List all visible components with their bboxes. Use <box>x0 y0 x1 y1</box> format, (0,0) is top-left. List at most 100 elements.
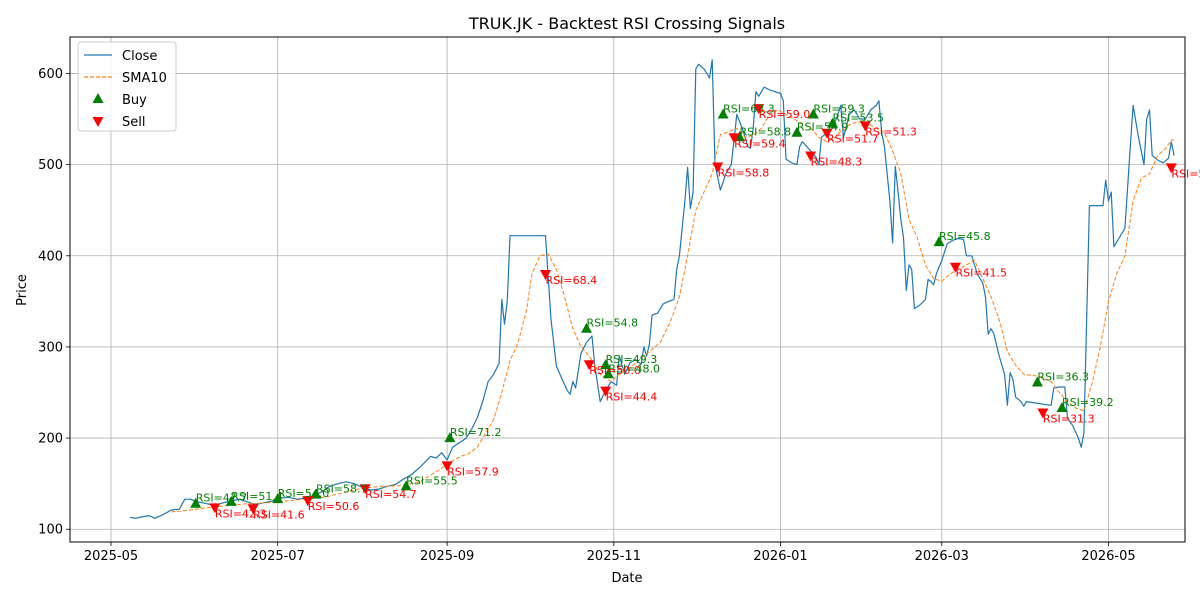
sell-rsi-label: RSI=41.6 <box>253 508 305 521</box>
sell-rsi-label: RSI=51.3 <box>865 125 917 138</box>
x-tick-label: 2026-05 <box>1081 549 1135 564</box>
y-axis-label: Price <box>15 274 30 306</box>
sell-rsi-label: RSI=54.7 <box>365 488 417 501</box>
buy-rsi-label: RSI=54.0 <box>278 487 330 500</box>
buy-rsi-label: RSI=47.7 <box>196 492 248 505</box>
buy-rsi-label: RSI=49.3 <box>606 353 658 366</box>
sell-rsi-label: RSI=57.3 <box>1171 167 1200 180</box>
sell-marker <box>1165 163 1177 174</box>
sell-rsi-label: RSI=50.6 <box>308 500 360 513</box>
x-axis-ticks: 2025-05 2025-07 2025-09 2025-11 2026-01 2026-… <box>84 542 1136 564</box>
buy-rsi-label: RSI=45.8 <box>939 230 991 243</box>
series-line-sma10 <box>171 109 1175 513</box>
legend-item-buy-swatch <box>92 93 104 103</box>
buy-marker <box>600 359 612 370</box>
series-line-close <box>130 59 1175 519</box>
y-tick-label: 300 <box>38 340 63 355</box>
sell-marker <box>805 151 817 162</box>
chart-title: TRUK.JK - Backtest RSI Crossing Signals <box>468 14 785 33</box>
sell-marker <box>712 162 724 173</box>
buy-rsi-label: RSI=48.0 <box>608 362 660 375</box>
grid-lines <box>70 37 1185 542</box>
buy-marker <box>1056 402 1068 413</box>
sell-rsi-label: RSI=58.8 <box>718 166 770 179</box>
sell-rsi-label: RSI=51.7 <box>827 133 879 146</box>
buy-marker <box>791 126 803 137</box>
sell-rsi-label: RSI=59.4 <box>734 137 786 150</box>
sell-rsi-label: RSI=57.9 <box>447 465 499 478</box>
buy-rsi-label: RSI=63.3 <box>723 102 775 115</box>
y-tick-label: 400 <box>38 249 63 264</box>
legend-item-close-label: Close <box>122 49 157 64</box>
sell-rsi-label: RSI=42.3 <box>215 507 267 520</box>
buy-rsi-label: RSI=71.2 <box>450 426 502 439</box>
buy-marker <box>933 236 945 247</box>
sell-rsi-label: RSI=48.3 <box>811 156 863 169</box>
series-layer <box>130 59 1175 519</box>
buy-marker <box>581 322 593 333</box>
y-tick-label: 200 <box>38 432 63 447</box>
sell-marker <box>540 270 552 281</box>
sell-marker <box>753 104 765 115</box>
buy-marker <box>225 495 237 506</box>
sell-marker <box>1037 408 1049 419</box>
sell-rsi-label: RSI=31.3 <box>1043 413 1095 426</box>
x-tick-label: 2025-07 <box>251 549 305 564</box>
x-tick-label: 2025-09 <box>420 549 474 564</box>
buy-marker <box>602 368 614 379</box>
sell-rsi-label: RSI=50.0 <box>589 364 641 377</box>
sell-marker <box>209 503 221 514</box>
x-tick-label: 2026-01 <box>753 549 807 564</box>
buy-marker <box>1031 376 1043 387</box>
buy-rsi-label: RSI=36.3 <box>1037 370 1089 383</box>
buy-marker <box>190 497 202 508</box>
buy-rsi-label: RSI=53.5 <box>832 112 884 125</box>
sell-marker <box>600 386 612 397</box>
sell-rsi-label: RSI=59.0 <box>759 108 811 121</box>
legend: Close SMA10 Buy Sell <box>77 41 177 132</box>
sell-marker <box>949 262 961 273</box>
buy-marker <box>400 480 412 491</box>
sell-marker <box>821 128 833 139</box>
buy-rsi-label: RSI=39.2 <box>1062 396 1114 409</box>
legend-item-sell-label: Sell <box>122 115 145 130</box>
signal-markers <box>190 104 1177 515</box>
x-tick-label: 2026-03 <box>915 549 969 564</box>
x-tick-label: 2025-11 <box>587 549 641 564</box>
y-tick-label: 100 <box>38 523 63 538</box>
buy-rsi-label: RSI=58.7 <box>316 483 368 496</box>
buy-rsi-label: RSI=55.5 <box>406 474 458 487</box>
buy-rsi-label: RSI=58.8 <box>740 125 792 138</box>
buy-rsi-label: RSI=54.8 <box>587 317 639 330</box>
buy-rsi-label: RSI=54.9 <box>797 121 849 134</box>
legend-box <box>77 41 177 132</box>
sell-marker <box>728 133 740 144</box>
sell-marker <box>583 360 595 371</box>
buy-rsi-label: RSI=51.4 <box>231 490 283 503</box>
x-axis-label: Date <box>611 571 642 586</box>
sell-marker <box>247 504 259 515</box>
sell-marker <box>302 496 314 507</box>
plot-area-frame <box>69 36 1186 543</box>
legend-item-sma10-label: SMA10 <box>122 71 167 86</box>
buy-marker <box>444 432 456 443</box>
sell-marker <box>359 484 371 495</box>
y-axis-ticks: 100 200 300 400 500 600 <box>38 67 70 538</box>
buy-marker <box>272 493 284 504</box>
sell-rsi-label: RSI=44.4 <box>606 391 658 404</box>
sell-marker <box>859 121 871 132</box>
legend-item-buy-label: Buy <box>122 93 147 108</box>
sell-marker <box>441 461 453 472</box>
sell-rsi-label: RSI=68.4 <box>546 274 598 287</box>
y-tick-label: 600 <box>38 67 63 82</box>
buy-marker <box>717 108 729 119</box>
y-tick-label: 500 <box>38 158 63 173</box>
buy-rsi-label: RSI=59.3 <box>813 102 865 115</box>
legend-item-sell-swatch <box>92 117 104 127</box>
sell-rsi-label: RSI=41.5 <box>955 267 1007 280</box>
x-tick-label: 2025-05 <box>84 549 138 564</box>
buy-marker <box>734 131 746 142</box>
